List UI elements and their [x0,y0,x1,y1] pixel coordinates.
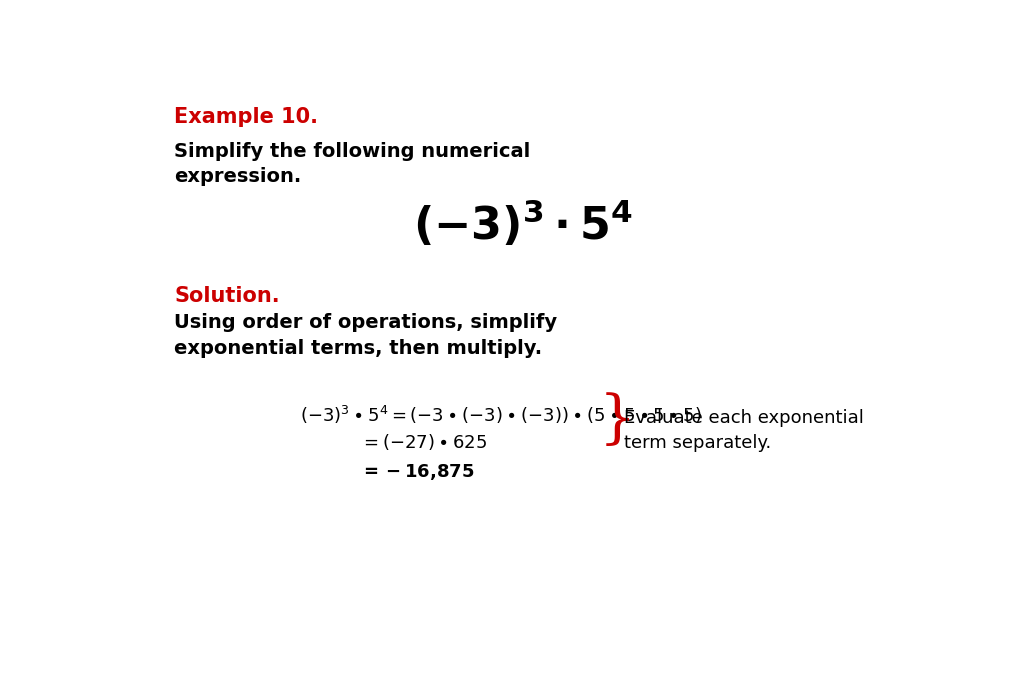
Text: }: } [598,393,636,449]
Text: $\mathbf{(-3)^3 \bullet 5^4}$: $\mathbf{(-3)^3 \bullet 5^4}$ [414,198,633,248]
Text: $(-3)^3 \bullet 5^4 = (-3 \bullet (-3) \bullet (-3)) \bullet (5 \bullet 5 \bulle: $(-3)^3 \bullet 5^4 = (-3 \bullet (-3) \… [300,403,701,426]
Text: Simplify the following numerical: Simplify the following numerical [174,141,530,161]
Text: Example 10.: Example 10. [174,107,318,127]
Text: exponential terms, then multiply.: exponential terms, then multiply. [174,339,543,358]
Text: Using order of operations, simplify: Using order of operations, simplify [174,313,558,332]
Text: $= (-27) \bullet 625$: $= (-27) \bullet 625$ [360,432,487,452]
Text: Evaluate each exponential: Evaluate each exponential [624,409,864,427]
Text: $\mathbf{= -16{,}875}$: $\mathbf{= -16{,}875}$ [360,462,475,482]
Text: expression.: expression. [174,167,302,186]
Text: term separately.: term separately. [624,434,771,452]
Text: Solution.: Solution. [174,286,281,306]
